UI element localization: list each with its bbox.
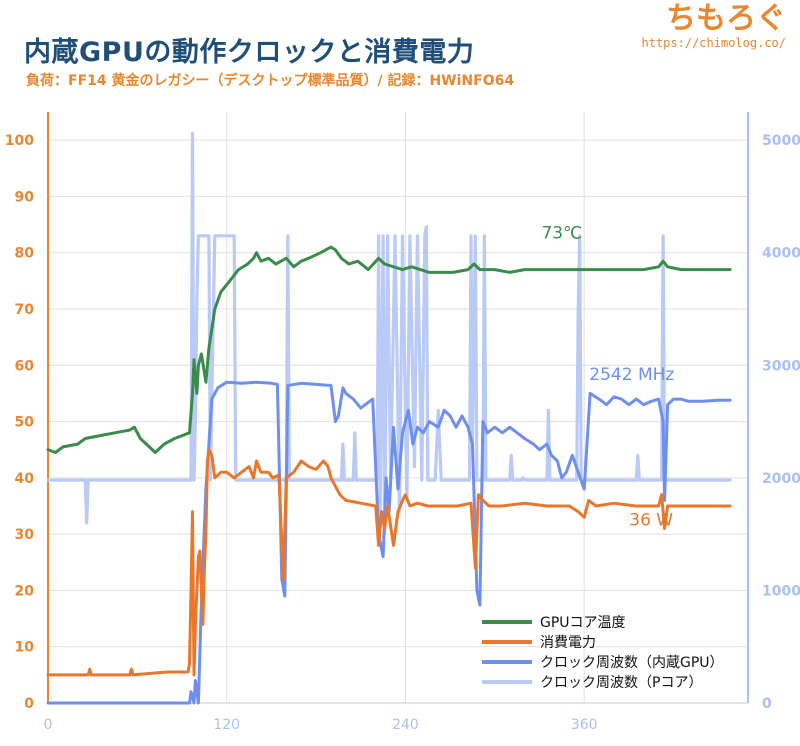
left-tick-label: 40 [15,471,35,487]
right-tick-label: 1000 [762,583,800,599]
right-tick-label: 5000 [762,133,800,149]
chart-axes: 0102030405060708090100010002000300040005… [5,112,800,733]
right-tick-label: 0 [762,696,772,712]
annotation-power: 36 W [629,511,673,531]
left-tick-label: 50 [15,415,35,431]
legend-label-igpu: クロック周波数（内蔵GPU） [540,655,724,671]
left-tick-label: 20 [15,583,35,599]
series-line-pcore [46,131,732,536]
left-tick-label: 60 [15,358,35,374]
annotation-igpu: 2542 MHz [589,365,674,385]
logo-url: https://chimolog.co/ [641,36,787,50]
left-tick-label: 100 [5,133,34,149]
left-tick-label: 70 [15,302,35,318]
right-tick-label: 2000 [762,471,800,487]
chart-subtitle: 負荷：FF14 黄金のレガシー（デスクトップ標準品質）/ 記録：HWiNFO64 [26,73,515,89]
legend-label-temp: GPUコア温度 [540,615,626,631]
logo-text: ちもろぐ [666,1,786,36]
chart-annotations: 73℃ 2542 MHz 36 W [541,224,674,531]
series-line-temp [46,245,732,454]
left-tick-label: 90 [15,189,35,205]
left-tick-label: 30 [15,527,35,543]
x-tick-label: 240 [392,717,419,733]
annotation-temp: 73℃ [541,224,582,244]
left-tick-label: 10 [15,640,35,656]
site-logo: ちもろぐ https://chimolog.co/ [641,1,787,51]
right-tick-label: 4000 [762,246,800,262]
chart-series-lines [46,131,732,705]
series-line-power [46,448,732,677]
legend-label-pcore: クロック周波数（Pコア） [540,675,702,691]
series-line-igpu [46,380,732,705]
right-tick-label: 3000 [762,358,800,374]
legend-label-power: 消費電力 [540,635,596,651]
left-tick-label: 0 [24,696,34,712]
x-tick-label: 360 [571,717,598,733]
chart-title: 内蔵GPUの動作クロックと消費電力 [24,37,475,68]
x-tick-label: 0 [44,717,53,733]
x-tick-label: 120 [213,717,240,733]
left-tick-label: 80 [15,246,35,262]
